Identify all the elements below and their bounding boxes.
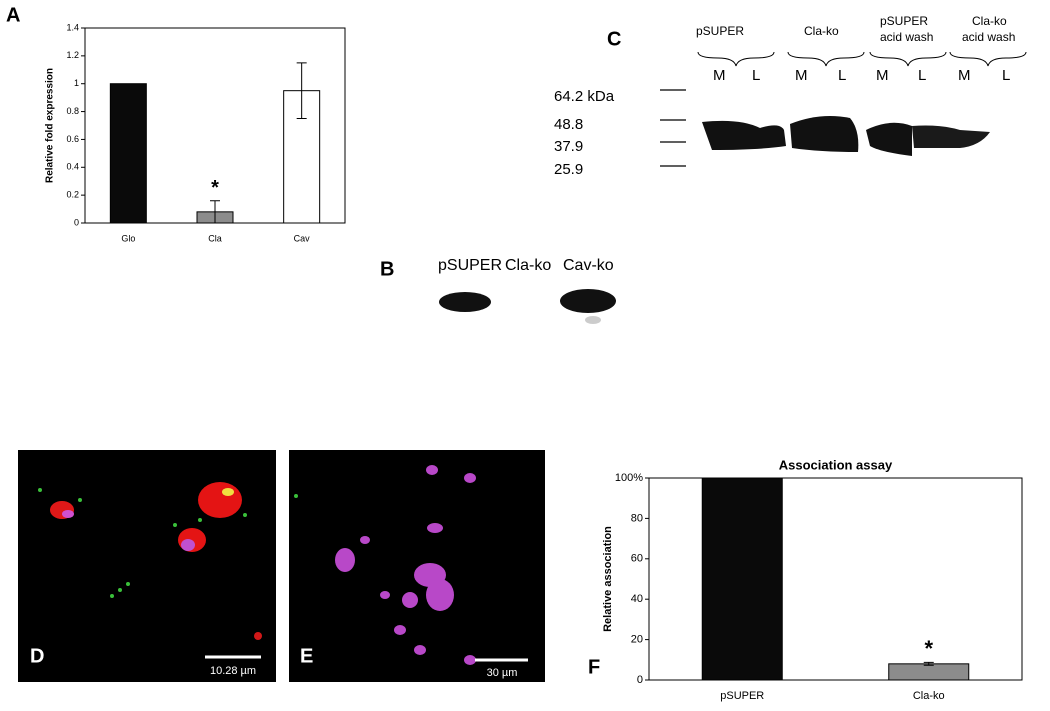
group-label: pSUPER xyxy=(696,24,744,38)
plot-frame xyxy=(84,27,346,224)
lane-label: L xyxy=(918,67,926,84)
y-tick-label: 60 xyxy=(631,553,643,565)
blot-b: pSUPER Cla-ko Cav-ko xyxy=(438,257,616,324)
x-tick-label: Cav xyxy=(294,233,311,243)
y-tick-label: 1.2 xyxy=(66,50,79,60)
blot-c: pSUPER Cla-ko pSUPER acid wash Cla-ko ac… xyxy=(554,14,1027,178)
scale-bar-label: 30 µm xyxy=(487,667,518,679)
cell xyxy=(198,482,242,518)
marker-label: 25.9 xyxy=(554,161,583,178)
y-axis-label: Relative association xyxy=(602,526,614,632)
band xyxy=(866,122,912,156)
group-label: Cla-ko xyxy=(804,24,839,38)
image xyxy=(18,450,276,682)
brace xyxy=(697,51,775,67)
group-label: acid wash xyxy=(880,30,933,44)
x-tick-label: Cla-ko xyxy=(913,690,945,702)
lane-label: Cav-ko xyxy=(563,257,614,274)
panel-label: A xyxy=(6,4,20,26)
band xyxy=(912,125,990,148)
plot-frame xyxy=(648,477,1023,681)
y-tick-label: 0 xyxy=(74,217,79,227)
band xyxy=(702,120,786,150)
x-tick-label: Glo xyxy=(121,233,135,243)
marker-label: 48.8 xyxy=(554,116,583,133)
band xyxy=(439,292,491,312)
panel-label: B xyxy=(380,258,394,280)
bar xyxy=(109,83,147,224)
cell xyxy=(181,539,195,551)
band xyxy=(560,289,616,313)
lane-label: pSUPER xyxy=(438,257,502,274)
brace xyxy=(869,51,947,67)
bar xyxy=(701,477,783,681)
brace xyxy=(949,51,1027,67)
panel-label: D xyxy=(30,645,44,667)
group-label: Cla-ko xyxy=(972,14,1007,28)
y-tick-label: 0.8 xyxy=(66,106,79,116)
lane-label: M xyxy=(795,67,808,84)
group-label: acid wash xyxy=(962,30,1015,44)
brace xyxy=(787,51,865,67)
cell xyxy=(222,488,234,496)
annotation: * xyxy=(924,636,933,661)
panel-label: E xyxy=(300,645,313,667)
y-tick-label: 0 xyxy=(637,674,643,686)
y-tick-label: 0.2 xyxy=(66,190,79,200)
cell xyxy=(62,510,74,518)
lane-label: M xyxy=(876,67,889,84)
panel-label: C xyxy=(607,28,621,50)
x-tick-label: Cla xyxy=(208,233,222,243)
band xyxy=(790,116,859,152)
y-axis-label: Relative fold expression xyxy=(45,68,56,183)
y-tick-label: 20 xyxy=(631,634,643,646)
micrograph-e: E 30 µm xyxy=(289,450,545,682)
lane-label: Cla-ko xyxy=(505,257,551,274)
y-tick-label: 0.4 xyxy=(66,162,79,172)
y-tick-label: 1.4 xyxy=(66,22,79,32)
micrograph-d: D 10.28 µm xyxy=(18,450,276,682)
scale-bar-label: 10.28 µm xyxy=(210,665,256,677)
annotation: * xyxy=(211,177,219,199)
x-tick-label: pSUPER xyxy=(720,690,764,702)
band-smear xyxy=(585,316,601,324)
y-tick-label: 0.6 xyxy=(66,134,79,144)
image xyxy=(289,450,545,682)
cell xyxy=(254,632,262,640)
lane-label: L xyxy=(838,67,846,84)
panel-label: F xyxy=(588,656,600,678)
bar xyxy=(888,663,970,681)
marker-label: 37.9 xyxy=(554,138,583,155)
error-bar xyxy=(296,62,307,120)
lane-label: M xyxy=(713,67,726,84)
lane-label: L xyxy=(1002,67,1010,84)
y-tick-label: 40 xyxy=(631,593,643,605)
lane-label: L xyxy=(752,67,760,84)
y-tick-label: 100% xyxy=(615,472,643,484)
lane-label: M xyxy=(958,67,971,84)
marker-label: 64.2 kDa xyxy=(554,88,615,105)
error-bar xyxy=(923,661,934,666)
group-label: pSUPER xyxy=(880,14,928,28)
chart-title: Association assay xyxy=(779,457,893,472)
y-tick-label: 80 xyxy=(631,512,643,524)
y-tick-label: 1 xyxy=(74,78,79,88)
